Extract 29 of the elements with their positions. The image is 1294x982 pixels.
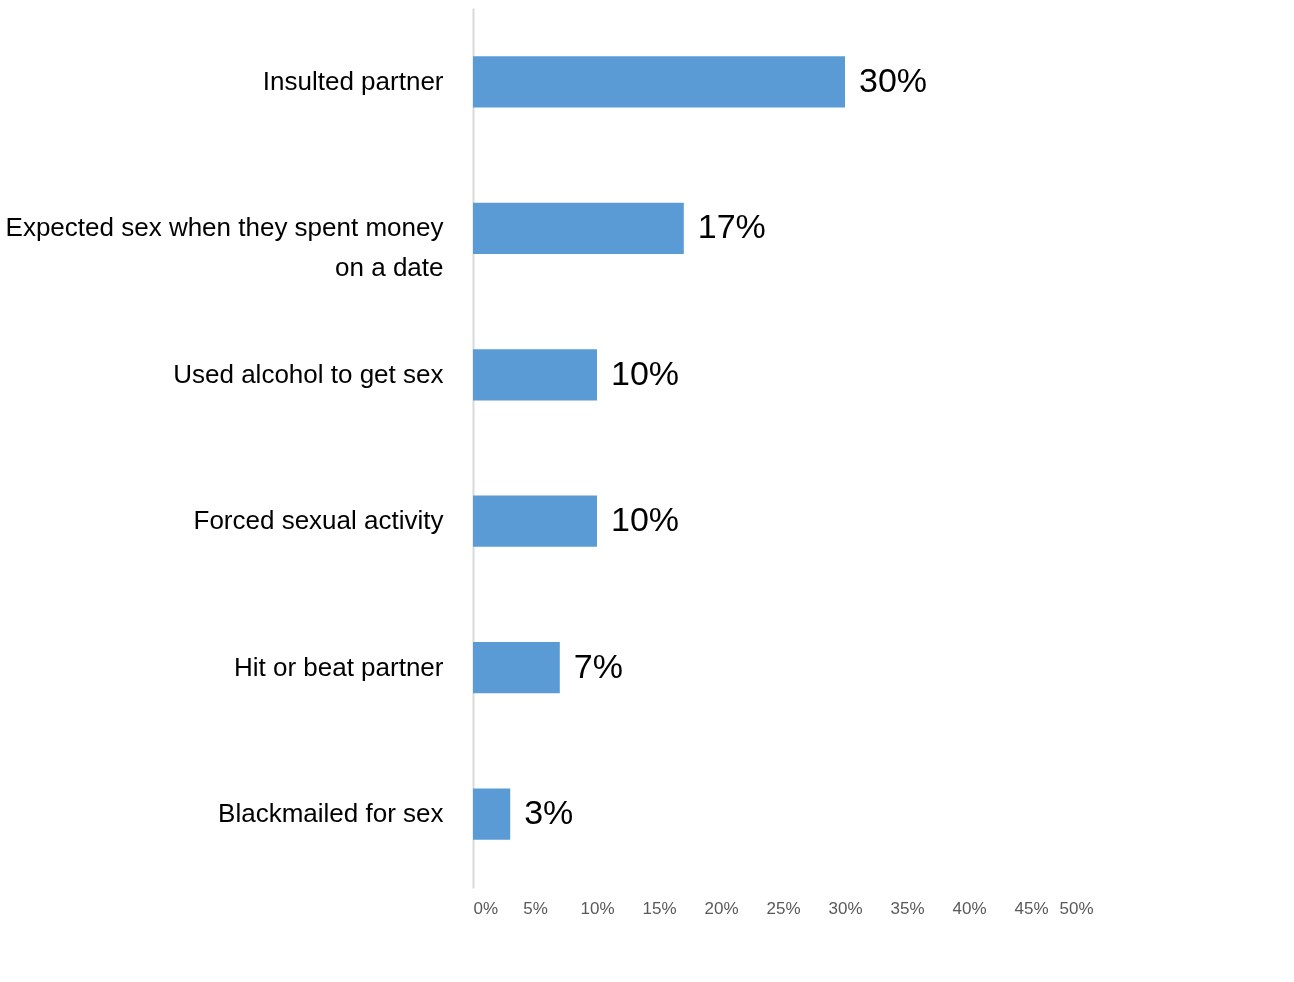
y-tick-label: Insulted partner bbox=[262, 65, 444, 96]
data-label: 3% bbox=[524, 793, 574, 832]
x-tick-label: 0% bbox=[473, 898, 499, 918]
x-tick-label: 25% bbox=[766, 898, 801, 918]
bar bbox=[473, 202, 684, 254]
x-tick-label: 20% bbox=[704, 898, 739, 918]
x-tick-label: 40% bbox=[952, 898, 987, 918]
bar bbox=[473, 495, 597, 547]
x-tick-label: 5% bbox=[523, 898, 548, 918]
x-tick-label: 45% bbox=[1014, 898, 1049, 918]
bar bbox=[473, 349, 597, 401]
y-tick-label: Expected sex when they spent money on a date bbox=[5, 212, 444, 283]
x-tick-label: 50% bbox=[1059, 898, 1094, 918]
data-label: 17% bbox=[697, 207, 766, 246]
data-label: 7% bbox=[573, 646, 623, 685]
data-label: 10% bbox=[611, 500, 680, 539]
x-tick-label: 35% bbox=[890, 898, 925, 918]
bar bbox=[473, 56, 845, 108]
bar bbox=[473, 642, 560, 694]
y-tick-label: Used alcohol to get sex bbox=[173, 358, 444, 389]
y-tick-label: Blackmailed for sex bbox=[218, 798, 444, 829]
bar bbox=[473, 788, 511, 840]
x-tick-label: 30% bbox=[828, 898, 863, 918]
data-label: 30% bbox=[859, 60, 928, 99]
x-tick-label: 10% bbox=[580, 898, 615, 918]
y-tick-label: Hit or beat partner bbox=[233, 651, 444, 682]
x-tick-label: 15% bbox=[642, 898, 677, 918]
data-label: 10% bbox=[611, 353, 680, 392]
y-tick-label: Forced sexual activity bbox=[193, 505, 444, 536]
